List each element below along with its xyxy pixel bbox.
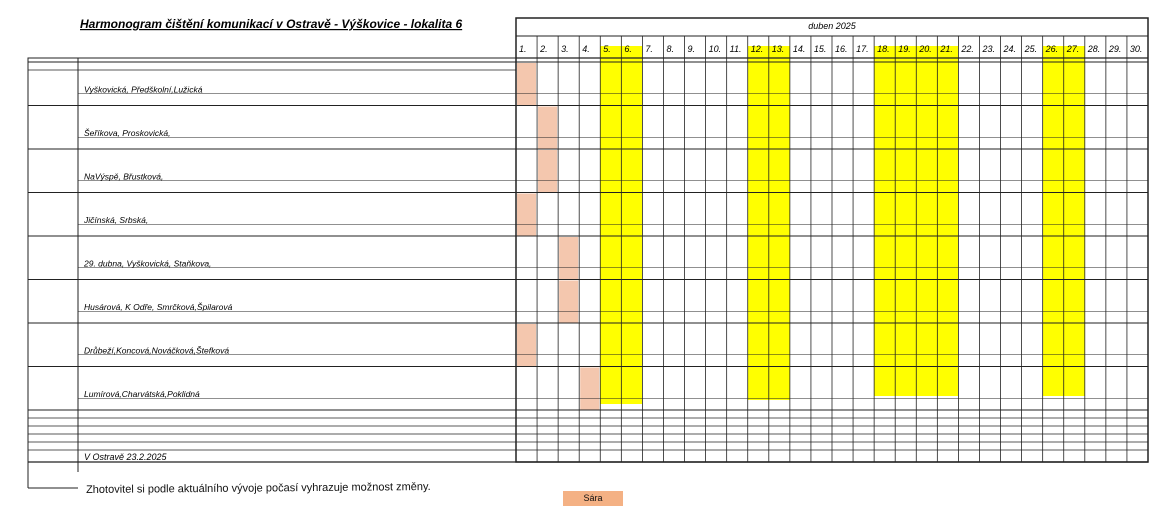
weekend-column-21 [937, 46, 959, 396]
cleaning-cell [517, 193, 537, 236]
cleaning-cell [517, 324, 537, 367]
day-header-28: 28. [1087, 44, 1101, 54]
day-header-7: 7. [645, 44, 653, 54]
weekend-column-6 [621, 46, 643, 404]
day-header-20: 20. [918, 44, 932, 54]
street-list-row-7: Drůbeží,Koncová,Nováčková,Štefková [84, 345, 229, 355]
day-header-13: 13. [772, 44, 785, 54]
street-list-row-8: Lumírová,Charvátská,Poklidná [84, 389, 200, 399]
day-header-12: 12. [751, 44, 764, 54]
weekend-column-27 [1063, 46, 1085, 396]
signature-label: Sára [563, 491, 623, 506]
weekend-column-18 [874, 46, 896, 396]
weekend-column-20 [916, 46, 938, 396]
footer-date: V Ostravě 23.2.2025 [84, 452, 168, 462]
day-header-25: 25. [1024, 44, 1038, 54]
street-list-row-6: Husárová, K Odře, Smrčková,Špilarová [84, 302, 233, 312]
weekend-column-26 [1042, 46, 1064, 396]
day-header-17: 17. [856, 44, 869, 54]
day-header-15: 15. [814, 44, 827, 54]
cleaning-cell [580, 367, 600, 410]
day-header-26: 26. [1045, 44, 1059, 54]
day-header-8: 8. [666, 44, 674, 54]
day-header-5: 5. [603, 44, 611, 54]
street-list-row-5: 29. dubna, Vyškovická, Staňkova, [83, 258, 211, 268]
day-header-10: 10. [709, 44, 722, 54]
weekend-column-19 [895, 46, 917, 396]
day-header-27: 27. [1066, 44, 1080, 54]
day-header-1: 1. [519, 44, 527, 54]
day-header-2: 2. [539, 44, 548, 54]
street-list-row-4: Jičínská, Srbská, [83, 215, 148, 225]
cleaning-cell [538, 106, 558, 149]
day-header-29: 29. [1108, 44, 1122, 54]
day-header-18: 18. [877, 44, 890, 54]
street-list-row-1: Vyškovická, Předškolní,Lužická [84, 84, 203, 94]
day-header-22: 22. [960, 44, 974, 54]
day-header-30: 30. [1130, 44, 1143, 54]
weekend-column-13 [768, 46, 790, 400]
day-header-24: 24. [1003, 44, 1017, 54]
day-header-16: 16. [835, 44, 848, 54]
page-title: Harmonogram čištění komunikací v Ostravě… [80, 17, 462, 31]
street-list-row-2: Šeříkova, Proskovická, [84, 128, 170, 138]
weekend-column-5 [600, 46, 622, 404]
day-header-19: 19. [898, 44, 911, 54]
day-header-21: 21. [939, 44, 953, 54]
day-header-9: 9. [688, 44, 696, 54]
cleaning-cell [517, 63, 537, 106]
day-header-14: 14. [793, 44, 806, 54]
street-list-row-3: NaVýspě, Břustková, [84, 171, 163, 181]
cleaning-cell [559, 237, 579, 280]
month-label: duben 2025 [808, 21, 857, 31]
day-header-11: 11. [730, 44, 742, 54]
day-header-23: 23. [981, 44, 995, 54]
day-header-4: 4. [582, 44, 590, 54]
cleaning-cell [538, 150, 558, 193]
weekend-column-12 [747, 46, 769, 400]
cleaning-cell [559, 280, 579, 323]
day-header-6: 6. [624, 44, 632, 54]
day-header-3: 3. [561, 44, 569, 54]
